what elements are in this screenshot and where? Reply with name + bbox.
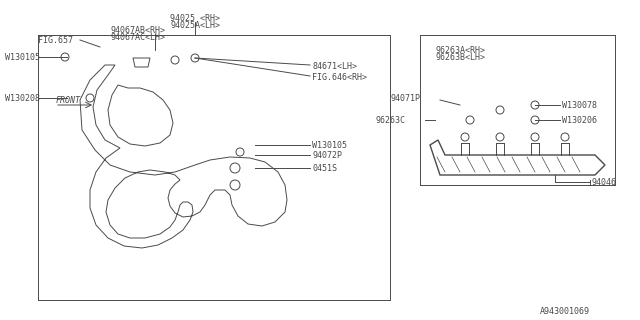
Text: W130206: W130206 bbox=[562, 116, 597, 124]
Text: 94025A<LH>: 94025A<LH> bbox=[170, 20, 220, 29]
Text: 94067AB<RH>: 94067AB<RH> bbox=[110, 26, 165, 35]
Text: W130105: W130105 bbox=[312, 140, 347, 149]
Text: 96263A<RH>: 96263A<RH> bbox=[435, 45, 485, 54]
Text: 94067AC<LH>: 94067AC<LH> bbox=[110, 33, 165, 42]
Text: W130208: W130208 bbox=[5, 93, 40, 102]
Text: 96263B<LH>: 96263B<LH> bbox=[435, 52, 485, 61]
Text: A943001069: A943001069 bbox=[540, 308, 590, 316]
Text: 94025 <RH>: 94025 <RH> bbox=[170, 13, 220, 22]
Text: W130078: W130078 bbox=[562, 100, 597, 109]
Text: W130105: W130105 bbox=[5, 52, 40, 61]
Text: 0451S: 0451S bbox=[312, 164, 337, 172]
Text: 94046: 94046 bbox=[592, 178, 617, 187]
Text: 84671<LH>: 84671<LH> bbox=[312, 61, 357, 70]
Text: 94071P: 94071P bbox=[390, 93, 420, 102]
Text: FIG.646<RH>: FIG.646<RH> bbox=[312, 73, 367, 82]
Text: 94072P: 94072P bbox=[312, 150, 342, 159]
Text: FIG.657: FIG.657 bbox=[38, 36, 73, 44]
Text: FRONT: FRONT bbox=[56, 95, 81, 105]
Text: 96263C: 96263C bbox=[375, 116, 405, 124]
